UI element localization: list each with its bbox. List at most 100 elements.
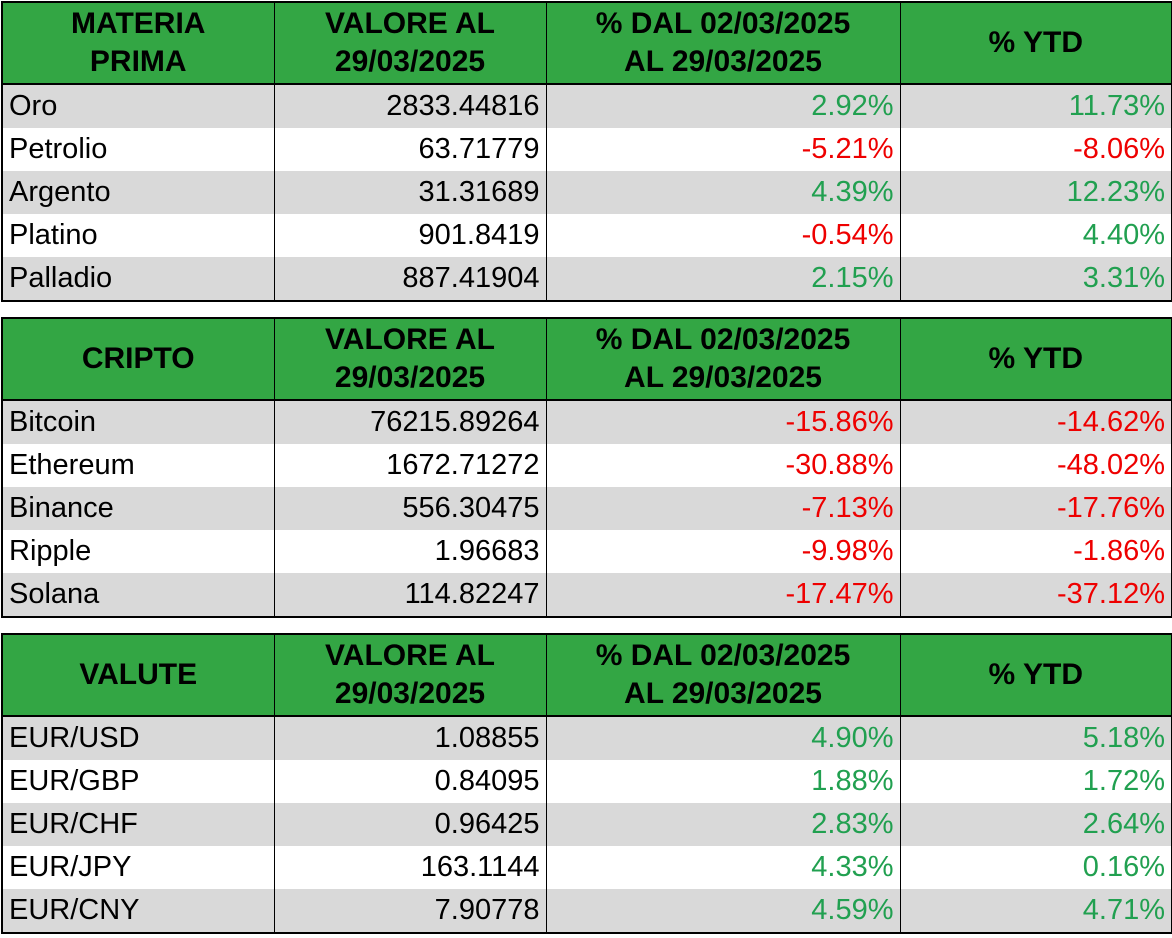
row-change: -9.98%	[545, 530, 901, 573]
row-change: 4.33%	[545, 846, 901, 889]
row-name: Ethereum	[1, 444, 275, 487]
row-value: 2833.44816	[273, 84, 547, 128]
header-change: % DAL 02/03/2025 AL 29/03/2025	[545, 317, 901, 401]
row-name: Petrolio	[1, 128, 275, 171]
table-row: EUR/USD 1.08855 4.90% 5.18%	[1, 716, 1172, 760]
header-line: 29/03/2025	[334, 677, 486, 710]
row-ytd: 2.64%	[899, 803, 1172, 846]
header-row: MATERIA PRIMA VALORE AL 29/03/2025 % DAL 0…	[1, 1, 1172, 85]
commodities-table: MATERIA PRIMA VALORE AL 29/03/2025 % DAL 0…	[1, 1, 1172, 302]
row-name: EUR/USD	[1, 716, 275, 760]
row-ytd: -14.62%	[899, 400, 1172, 444]
header-line: % DAL 02/03/2025	[595, 323, 851, 356]
row-ytd: -1.86%	[899, 530, 1172, 573]
row-ytd: 0.16%	[899, 846, 1172, 889]
row-change: -30.88%	[545, 444, 901, 487]
header-line: % YTD	[988, 658, 1083, 691]
row-ytd: 4.71%	[899, 889, 1172, 933]
row-value: 1.08855	[273, 716, 547, 760]
row-name: Argento	[1, 171, 275, 214]
row-name: EUR/CHF	[1, 803, 275, 846]
header-line: PRIMA	[89, 45, 187, 78]
row-change: 2.92%	[545, 84, 901, 128]
header-line: % DAL 02/03/2025	[595, 639, 851, 672]
header-value: VALORE AL 29/03/2025	[273, 317, 547, 401]
row-change: -0.54%	[545, 214, 901, 257]
header-line: CRIPTO	[81, 342, 195, 375]
row-change: -5.21%	[545, 128, 901, 171]
row-value: 1672.71272	[273, 444, 547, 487]
row-ytd: -17.76%	[899, 487, 1172, 530]
row-name: Palladio	[1, 257, 275, 301]
header-line: % DAL 02/03/2025	[595, 7, 851, 40]
row-ytd: -37.12%	[899, 573, 1172, 617]
table-row: Platino 901.8419 -0.54% 4.40%	[1, 214, 1172, 257]
row-change: 4.39%	[545, 171, 901, 214]
row-ytd: 3.31%	[899, 257, 1172, 301]
row-value: 0.84095	[273, 760, 547, 803]
table-row: Binance 556.30475 -7.13% -17.76%	[1, 487, 1172, 530]
header-line: % YTD	[988, 342, 1083, 375]
header-line: VALORE AL	[325, 323, 495, 356]
row-change: 2.83%	[545, 803, 901, 846]
header-line: AL 29/03/2025	[624, 361, 822, 394]
header-value: VALORE AL 29/03/2025	[273, 633, 547, 717]
row-value: 0.96425	[273, 803, 547, 846]
header-row: CRIPTO VALORE AL 29/03/2025 % DAL 02/03/2…	[1, 317, 1172, 401]
row-change: 2.15%	[545, 257, 901, 301]
row-value: 76215.89264	[273, 400, 547, 444]
header-line: AL 29/03/2025	[624, 45, 822, 78]
row-value: 163.1144	[273, 846, 547, 889]
header-value: VALORE AL 29/03/2025	[273, 1, 547, 85]
row-change: 1.88%	[545, 760, 901, 803]
table-row: Oro 2833.44816 2.92% 11.73%	[1, 84, 1172, 128]
row-value: 63.71779	[273, 128, 547, 171]
table-row: Ethereum 1672.71272 -30.88% -48.02%	[1, 444, 1172, 487]
table-row: EUR/CHF 0.96425 2.83% 2.64%	[1, 803, 1172, 846]
header-line: % YTD	[988, 26, 1083, 59]
row-ytd: 1.72%	[899, 760, 1172, 803]
row-ytd: 11.73%	[899, 84, 1172, 128]
table-row: Argento 31.31689 4.39% 12.23%	[1, 171, 1172, 214]
header-line: VALORE AL	[325, 639, 495, 672]
header-ytd: % YTD	[899, 633, 1172, 717]
row-name: Binance	[1, 487, 275, 530]
row-name: Oro	[1, 84, 275, 128]
row-change: -7.13%	[545, 487, 901, 530]
row-value: 7.90778	[273, 889, 547, 933]
header-category: MATERIA PRIMA	[1, 1, 275, 85]
row-ytd: 12.23%	[899, 171, 1172, 214]
crypto-table: CRIPTO VALORE AL 29/03/2025 % DAL 02/03/2…	[1, 317, 1172, 618]
currencies-table: VALUTE VALORE AL 29/03/2025 % DAL 02/03/2…	[1, 633, 1172, 934]
row-name: Ripple	[1, 530, 275, 573]
row-value: 1.96683	[273, 530, 547, 573]
row-ytd: 4.40%	[899, 214, 1172, 257]
row-name: EUR/GBP	[1, 760, 275, 803]
table-row: Palladio 887.41904 2.15% 3.31%	[1, 257, 1172, 301]
row-ytd: -8.06%	[899, 128, 1172, 171]
header-line: VALORE AL	[325, 7, 495, 40]
table-row: EUR/JPY 163.1144 4.33% 0.16%	[1, 846, 1172, 889]
row-value: 556.30475	[273, 487, 547, 530]
header-line: AL 29/03/2025	[624, 677, 822, 710]
table-row: Petrolio 63.71779 -5.21% -8.06%	[1, 128, 1172, 171]
header-line: 29/03/2025	[334, 45, 486, 78]
row-ytd: 5.18%	[899, 716, 1172, 760]
header-ytd: % YTD	[899, 1, 1172, 85]
row-change: 4.59%	[545, 889, 901, 933]
row-value: 114.82247	[273, 573, 547, 617]
row-name: Solana	[1, 573, 275, 617]
table-row: EUR/GBP 0.84095 1.88% 1.72%	[1, 760, 1172, 803]
row-value: 31.31689	[273, 171, 547, 214]
table-row: Solana 114.82247 -17.47% -37.12%	[1, 573, 1172, 617]
header-row: VALUTE VALORE AL 29/03/2025 % DAL 02/03/2…	[1, 633, 1172, 717]
row-value: 901.8419	[273, 214, 547, 257]
header-line: VALUTE	[79, 658, 198, 691]
table-row: EUR/CNY 7.90778 4.59% 4.71%	[1, 889, 1172, 933]
header-ytd: % YTD	[899, 317, 1172, 401]
header-category: VALUTE	[1, 633, 275, 717]
header-line: 29/03/2025	[334, 361, 486, 394]
header-category: CRIPTO	[1, 317, 275, 401]
header-change: % DAL 02/03/2025 AL 29/03/2025	[545, 1, 901, 85]
row-ytd: -48.02%	[899, 444, 1172, 487]
